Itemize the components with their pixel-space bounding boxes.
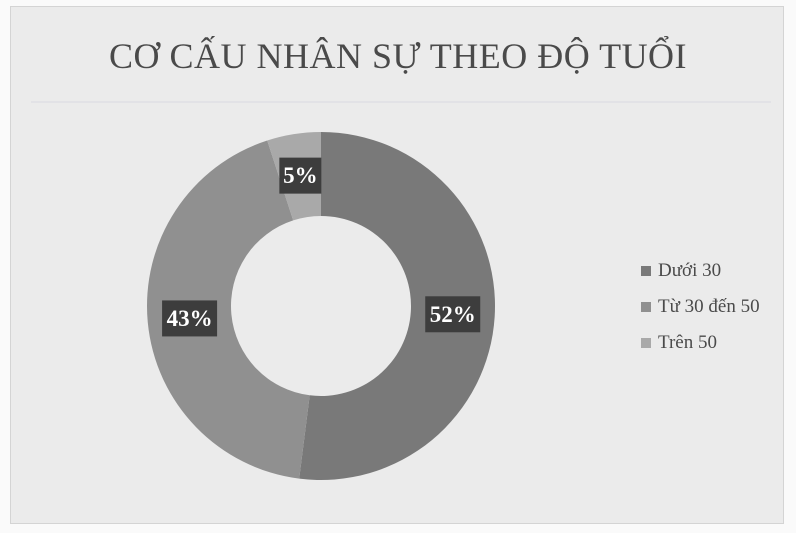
donut-slice-duoi-30 — [299, 132, 495, 481]
data-label-text-duoi-30: 52% — [430, 302, 476, 327]
legend-swatch-duoi-30 — [641, 266, 651, 276]
legend-label-tren-50: Trên 50 — [658, 332, 717, 353]
chart-title: CƠ CẤU NHÂN SỰ THEO ĐỘ TUỔI — [108, 36, 688, 76]
legend-item-tren-50: Trên 50 — [641, 325, 760, 361]
data-label-duoi-30: 52% — [425, 296, 481, 333]
legend-item-tu-30-den-50: Từ 30 đến 50 — [641, 289, 760, 325]
legend-swatch-tu-30-den-50 — [641, 302, 651, 312]
data-label-box-tren-50 — [279, 157, 322, 194]
legend-swatch-tren-50 — [641, 338, 651, 348]
chart-area: CƠ CẤU NHÂN SỰ THEO ĐỘ TUỔI 52% 43% 5% Dướ… — [10, 6, 784, 524]
legend-label-duoi-30: Dưới 30 — [658, 260, 722, 281]
data-label-box-tu-30-den-50 — [162, 300, 218, 337]
data-label-text-tu-30-den-50: 43% — [167, 306, 213, 331]
donut-chart: 52% 43% 5% — [146, 132, 495, 481]
data-label-text-tren-50: 5% — [283, 163, 318, 188]
title-divider — [31, 101, 771, 103]
legend-item-duoi-30: Dưới 30 — [641, 253, 760, 289]
legend-label-tu-30-den-50: Từ 30 đến 50 — [658, 296, 760, 317]
data-label-tu-30-den-50: 43% — [162, 300, 218, 337]
data-label-tren-50: 5% — [279, 157, 322, 194]
data-label-box-duoi-30 — [425, 296, 481, 333]
chart-legend: Dưới 30 Từ 30 đến 50 Trên 50 — [641, 253, 760, 361]
donut-slice-tu-30-den-50 — [146, 140, 310, 479]
